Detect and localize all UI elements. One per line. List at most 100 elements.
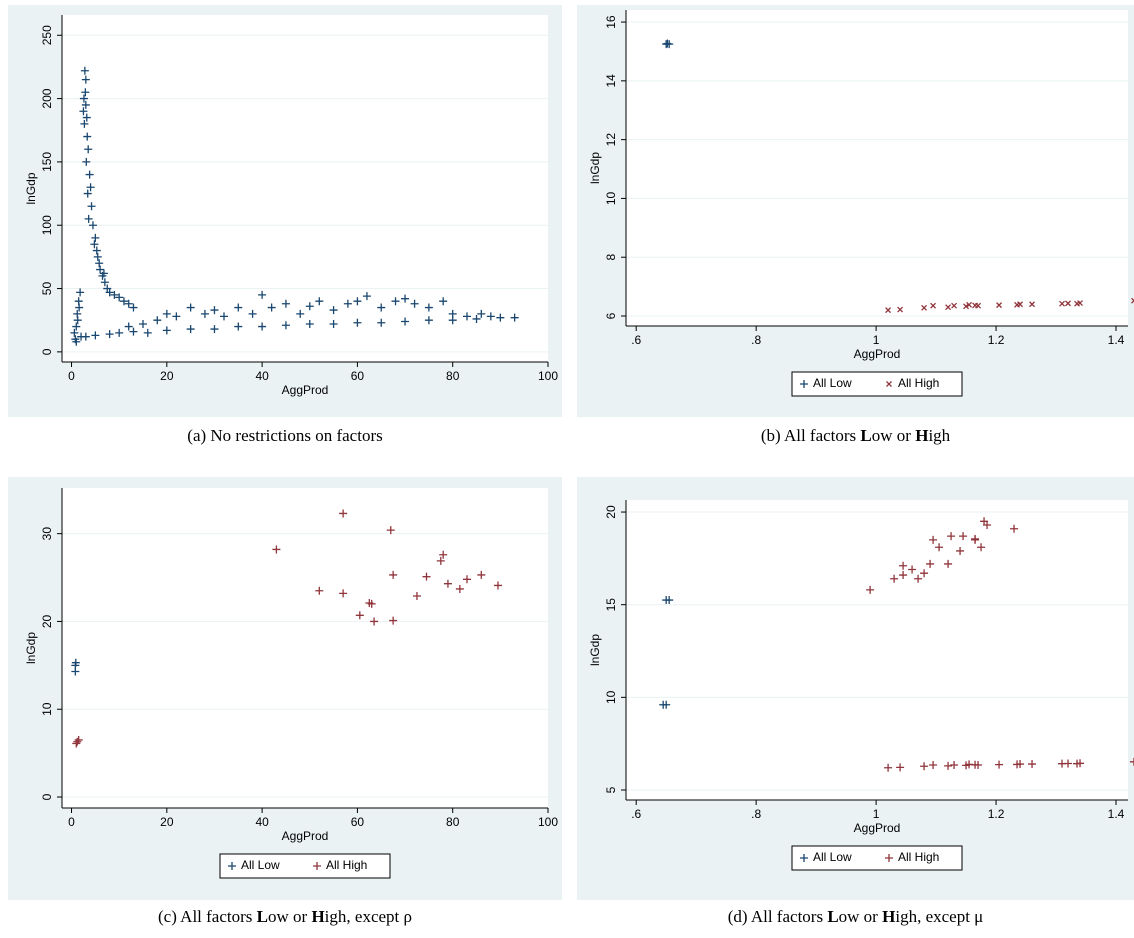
point bbox=[510, 313, 519, 322]
point bbox=[99, 269, 108, 278]
point bbox=[281, 321, 290, 330]
point bbox=[443, 579, 452, 588]
point bbox=[971, 534, 980, 543]
plot-area bbox=[626, 500, 1128, 800]
point bbox=[124, 299, 133, 308]
point bbox=[463, 575, 471, 584]
point bbox=[71, 667, 80, 676]
point bbox=[91, 331, 100, 340]
point bbox=[477, 570, 486, 579]
point bbox=[110, 290, 119, 299]
point bbox=[439, 550, 448, 559]
point bbox=[662, 596, 671, 605]
point bbox=[1077, 300, 1083, 307]
x-tick-label: 60 bbox=[351, 369, 365, 383]
point bbox=[95, 259, 104, 268]
caption-part: L bbox=[827, 907, 838, 926]
point bbox=[76, 288, 85, 297]
point bbox=[951, 302, 958, 309]
point bbox=[296, 309, 305, 318]
point bbox=[899, 571, 908, 580]
point bbox=[944, 761, 953, 770]
x-tick-label: 80 bbox=[446, 815, 460, 829]
caption: (d) All factors Low or High, except μ bbox=[728, 907, 984, 926]
point bbox=[1017, 301, 1023, 308]
point bbox=[186, 325, 195, 334]
x-axis-title: AggProd bbox=[282, 383, 329, 397]
y-tick-label: 10 bbox=[604, 690, 618, 704]
legend-label: All High bbox=[326, 858, 367, 872]
caption-part: H bbox=[882, 907, 895, 926]
point bbox=[267, 303, 276, 312]
y-tick-label: 12 bbox=[604, 133, 618, 147]
x-tick-label: 0 bbox=[68, 815, 75, 829]
point bbox=[81, 88, 90, 97]
plot-area bbox=[62, 488, 548, 808]
x-tick-label: 1 bbox=[873, 333, 880, 347]
caption-part: (b) All factors bbox=[761, 426, 861, 445]
point bbox=[93, 252, 102, 261]
point bbox=[75, 303, 84, 312]
point bbox=[1131, 297, 1134, 304]
plot-area bbox=[626, 10, 1128, 326]
point bbox=[339, 589, 348, 598]
point bbox=[79, 94, 88, 103]
point bbox=[88, 221, 97, 230]
y-axis-title: lnGdp bbox=[24, 172, 38, 204]
y-axis-title: lnGdp bbox=[588, 634, 602, 666]
point bbox=[139, 320, 147, 329]
point bbox=[162, 326, 171, 335]
point bbox=[1029, 301, 1035, 308]
x-tick-label: 1.4 bbox=[1108, 333, 1125, 347]
legend-label: All High bbox=[898, 850, 939, 864]
point bbox=[493, 581, 502, 590]
legend-marker bbox=[886, 381, 892, 387]
point bbox=[389, 616, 398, 625]
point bbox=[401, 294, 410, 303]
y-tick-label: 20 bbox=[40, 614, 54, 628]
point bbox=[1064, 759, 1073, 768]
x-tick-label: 100 bbox=[538, 369, 558, 383]
point bbox=[80, 66, 89, 75]
point bbox=[92, 246, 101, 255]
point bbox=[1016, 760, 1025, 769]
y-tick-label: 8 bbox=[604, 254, 618, 261]
point bbox=[82, 157, 91, 166]
point bbox=[234, 303, 243, 312]
y-axis-title: lnGdp bbox=[24, 632, 38, 664]
legend-marker bbox=[313, 862, 321, 870]
point bbox=[945, 304, 952, 311]
point bbox=[983, 521, 992, 530]
point bbox=[370, 617, 379, 626]
caption-part: ow or bbox=[872, 426, 915, 445]
point bbox=[362, 292, 371, 301]
x-tick-label: 20 bbox=[160, 815, 174, 829]
point bbox=[70, 328, 79, 337]
point bbox=[129, 303, 138, 312]
point bbox=[73, 737, 82, 746]
point bbox=[448, 309, 457, 318]
legend-box bbox=[791, 371, 963, 397]
point bbox=[974, 760, 983, 769]
caption-part: (a) No restrictions on factors bbox=[187, 426, 382, 445]
x-tick-label: 0 bbox=[68, 369, 75, 383]
legend-marker bbox=[800, 854, 808, 862]
y-tick-label: 50 bbox=[40, 282, 54, 296]
legend-marker bbox=[800, 380, 808, 388]
point bbox=[72, 739, 81, 748]
x-tick-label: 40 bbox=[255, 369, 269, 383]
point bbox=[950, 760, 959, 769]
point bbox=[124, 322, 133, 331]
point bbox=[439, 297, 448, 306]
legend-marker bbox=[228, 862, 236, 870]
point bbox=[899, 561, 908, 570]
point bbox=[115, 328, 124, 337]
point bbox=[84, 214, 93, 223]
point bbox=[220, 312, 228, 321]
x-axis-title: AggProd bbox=[854, 821, 901, 835]
point bbox=[234, 322, 243, 331]
caption-part: igh, except ρ bbox=[325, 907, 412, 926]
caption-part: ow or bbox=[268, 907, 311, 926]
x-tick-label: .8 bbox=[751, 807, 761, 821]
point bbox=[82, 113, 91, 122]
